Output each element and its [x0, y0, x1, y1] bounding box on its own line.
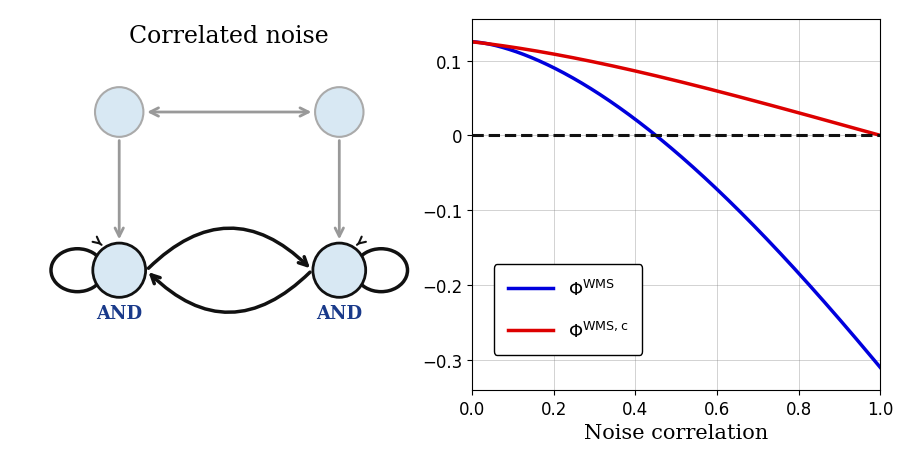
$\Phi^{\mathrm{WMS,c}}$: [801, 113, 812, 119]
$\Phi^{\mathrm{WMS}}$: [467, 40, 478, 46]
$\Phi^{\mathrm{WMS,c}}$: [660, 76, 671, 82]
$\Phi^{\mathrm{WMS}}$: [688, 165, 699, 170]
$\Phi^{\mathrm{WMS,c}}$: [865, 131, 876, 136]
$\Phi^{\mathrm{WMS,c}}$: [663, 77, 674, 83]
$\Phi^{\mathrm{WMS}}$: [710, 185, 721, 191]
$\Phi^{\mathrm{WMS}}$: [660, 142, 671, 147]
X-axis label: Noise correlation: Noise correlation: [584, 423, 768, 442]
Legend: $\Phi^{\mathrm{WMS}}$, $\Phi^{\mathrm{WMS,c}}$: $\Phi^{\mathrm{WMS}}$, $\Phi^{\mathrm{WM…: [493, 265, 642, 355]
Text: AND: AND: [316, 304, 362, 322]
Circle shape: [95, 88, 143, 138]
$\Phi^{\mathrm{WMS}}$: [875, 365, 886, 370]
$\Phi^{\mathrm{WMS,c}}$: [467, 40, 478, 46]
$\Phi^{\mathrm{WMS}}$: [801, 280, 812, 285]
Line: $\Phi^{\mathrm{WMS,c}}$: $\Phi^{\mathrm{WMS,c}}$: [472, 43, 880, 136]
Circle shape: [313, 244, 366, 298]
Text: AND: AND: [96, 304, 142, 322]
$\Phi^{\mathrm{WMS,c}}$: [710, 88, 721, 94]
Line: $\Phi^{\mathrm{WMS}}$: $\Phi^{\mathrm{WMS}}$: [472, 43, 880, 368]
$\Phi^{\mathrm{WMS,c}}$: [688, 83, 699, 88]
Text: Correlated noise: Correlated noise: [129, 25, 329, 47]
Circle shape: [93, 244, 146, 298]
Circle shape: [315, 88, 363, 138]
$\Phi^{\mathrm{WMS}}$: [865, 353, 876, 359]
$\Phi^{\mathrm{WMS}}$: [663, 144, 674, 149]
$\Phi^{\mathrm{WMS,c}}$: [875, 133, 886, 139]
